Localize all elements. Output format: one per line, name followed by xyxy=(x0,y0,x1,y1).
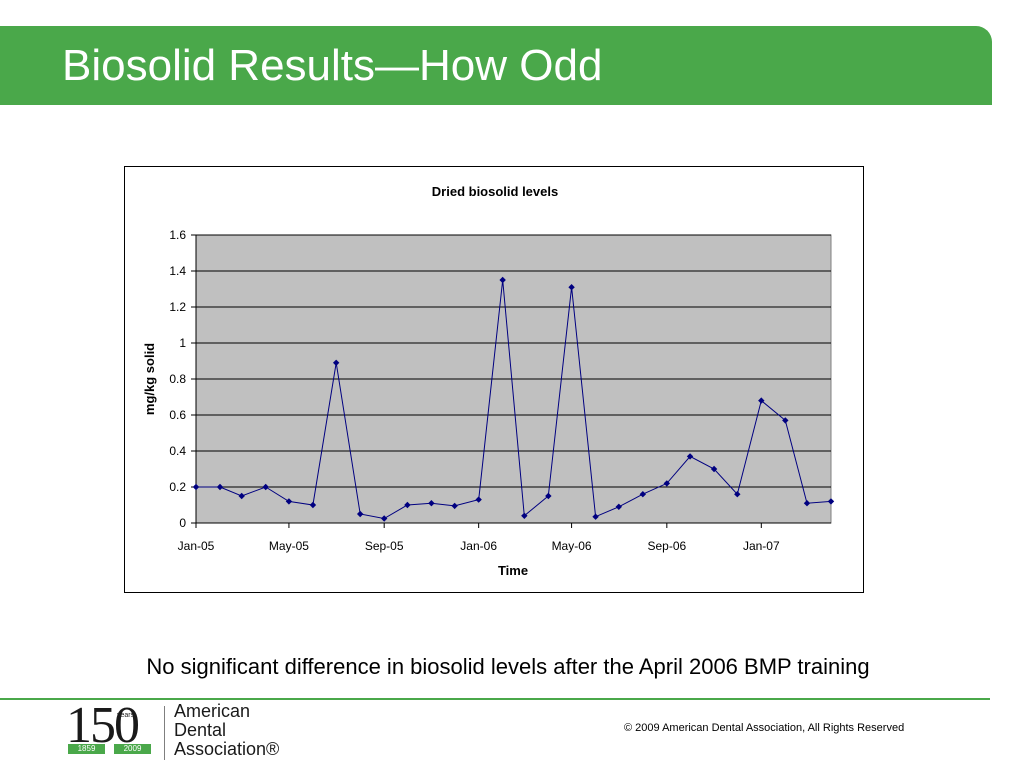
data-point xyxy=(216,483,224,491)
x-tick-label: May-06 xyxy=(552,539,592,553)
logo-years-label: years xyxy=(117,712,135,719)
copyright-text: © 2009 American Dental Association, All … xyxy=(624,722,905,734)
data-point xyxy=(404,501,411,509)
data-point xyxy=(380,515,388,522)
logo-start-year: 1859 xyxy=(68,744,105,754)
x-tick-label: May-05 xyxy=(269,539,309,553)
y-tick-label: 0.4 xyxy=(169,444,186,458)
slide-title: Biosolid Results—How Odd xyxy=(62,41,603,90)
y-tick-label: 0.6 xyxy=(169,408,186,422)
logo-divider xyxy=(164,706,165,760)
data-point xyxy=(309,501,317,509)
data-point xyxy=(475,496,482,503)
biosolid-line-chart: Dried biosolid levels Time mg/kg solid 0… xyxy=(142,184,835,578)
logo-year-band: 1859 2009 xyxy=(68,744,151,754)
data-point xyxy=(332,359,340,366)
plot-area: 0 0.2 0.4 0.6 0.8 1 1.2 1.4 1.6 Jan-05 May-05 Sep-0… xyxy=(169,228,835,553)
data-point xyxy=(686,453,694,460)
data-point xyxy=(428,500,435,507)
x-tick-label: Jan-06 xyxy=(460,539,497,553)
data-point xyxy=(545,492,552,500)
data-point xyxy=(782,417,789,424)
data-point xyxy=(758,397,765,404)
footer-divider xyxy=(0,698,990,700)
y-tick-label: 1 xyxy=(179,336,186,350)
x-tick-label: Sep-06 xyxy=(647,539,686,553)
y-tick-label: 0 xyxy=(179,516,186,530)
data-point xyxy=(451,502,458,510)
chart-title: Dried biosolid levels xyxy=(432,184,558,199)
data-point xyxy=(827,498,835,505)
data-point xyxy=(262,483,269,491)
data-point xyxy=(710,465,718,473)
logo-org-name: American Dental Association® xyxy=(174,702,279,759)
slide-caption: No significant difference in biosolid le… xyxy=(146,654,870,679)
data-point xyxy=(734,491,741,498)
x-tick-label: Jan-05 xyxy=(178,539,215,553)
y-tick-label: 1.2 xyxy=(169,300,186,314)
logo-org-line2: Dental xyxy=(174,720,227,740)
series-line xyxy=(196,279,832,520)
data-point xyxy=(639,491,647,498)
data-point xyxy=(285,498,293,505)
y-tick-label: 1.4 xyxy=(169,264,186,278)
x-tick-label: Sep-05 xyxy=(365,539,404,553)
ada-150-logo: 150 years 1859 2009 American Dental Asso… xyxy=(64,697,284,766)
data-point xyxy=(238,492,245,500)
y-tick-label: 1.6 xyxy=(169,228,186,242)
y-tick-label: 0.2 xyxy=(169,480,186,494)
data-point xyxy=(803,500,811,507)
title-bar: Biosolid Results—How Odd xyxy=(0,26,992,105)
x-axis-label: Time xyxy=(498,563,528,578)
y-axis-label: mg/kg solid xyxy=(142,343,157,415)
y-tick-label: 0.8 xyxy=(169,372,186,386)
logo-end-year: 2009 xyxy=(114,744,151,754)
data-point xyxy=(356,510,364,518)
data-point xyxy=(499,276,506,284)
data-point xyxy=(663,480,671,487)
x-tick-label: Jan-07 xyxy=(743,539,780,553)
logo-org-line3: Association® xyxy=(174,739,280,759)
logo-org-line1: American xyxy=(174,701,251,721)
chart-frame: Dried biosolid levels Time mg/kg solid 0… xyxy=(124,166,864,593)
